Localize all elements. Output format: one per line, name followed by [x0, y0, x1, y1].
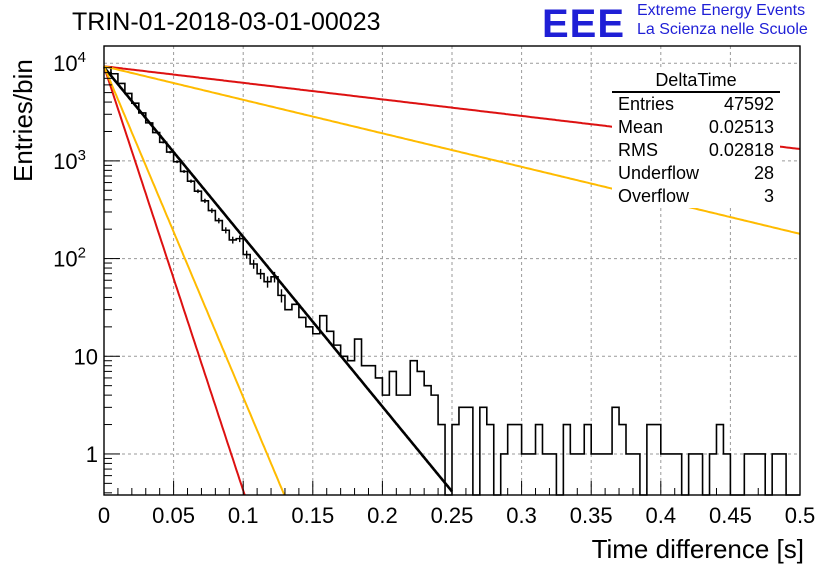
y-tick-label: 10	[74, 344, 98, 369]
stats-row-mean: Mean 0.02513	[612, 116, 780, 139]
stats-row-overflow: Overflow 3	[612, 185, 780, 208]
stats-box: DeltaTime Entries 47592 Mean 0.02513 RMS…	[612, 70, 780, 208]
stats-value: 0.02818	[708, 140, 774, 160]
stats-row-underflow: Underflow 28	[612, 162, 780, 185]
x-tick-label: 0.4	[646, 503, 677, 528]
y-tick-label: 1	[86, 442, 98, 467]
stats-value: 0.02513	[708, 117, 774, 137]
y-axis-label: Entries/bin	[8, 59, 38, 182]
curve-0	[102, 66, 454, 493]
stats-label: Underflow	[618, 163, 700, 183]
y-tick-label: 104	[53, 49, 86, 76]
logo-caption-line1: Extreme Energy Events	[637, 2, 806, 19]
stats-row-entries: Entries 47592	[612, 93, 780, 116]
stats-value: 28	[753, 163, 774, 183]
histogram-series	[104, 65, 800, 496]
curve-1	[103, 65, 246, 496]
stats-label: Entries	[618, 94, 675, 114]
stats-row-rms: RMS 0.02818	[612, 139, 780, 162]
plot-title: TRIN-01-2018-03-01-00023	[72, 8, 381, 36]
x-tick-label: 0.5	[785, 503, 816, 528]
x-axis-label: Time difference [s]	[591, 534, 804, 564]
stats-value: 47592	[723, 94, 774, 114]
x-tick-label: 0.45	[709, 503, 752, 528]
x-tick-label: 0.05	[152, 503, 195, 528]
stats-label: Overflow	[618, 186, 690, 206]
stats-label: RMS	[618, 140, 658, 160]
stats-label: Mean	[618, 117, 664, 137]
x-tick-label: 0.2	[367, 503, 398, 528]
y-tick-label: 103	[53, 147, 86, 174]
x-tick-label: 0	[98, 503, 110, 528]
curve-2	[103, 65, 286, 496]
x-tick-label: 0.3	[506, 503, 537, 528]
eee-logo: EEE	[542, 2, 626, 46]
x-tick-label: 0.15	[291, 503, 334, 528]
x-tick-label: 0.1	[228, 503, 259, 528]
stats-title: DeltaTime	[612, 70, 780, 93]
x-tick-label: 0.35	[570, 503, 613, 528]
x-tick-label: 0.25	[431, 503, 474, 528]
logo-caption-line2: La Scienza nelle Scuole	[637, 21, 808, 38]
y-axis-label-wrapper: Entries/bin	[4, 59, 38, 183]
stats-value: 3	[763, 186, 774, 206]
y-tick-label: 102	[53, 245, 86, 272]
